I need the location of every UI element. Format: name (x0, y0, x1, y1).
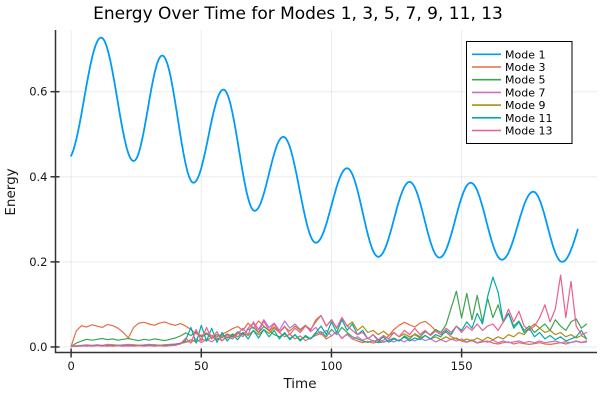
axes-layer: 0 50 100 150 0.0 0.2 0.4 0.6 (29, 30, 597, 373)
series-layer (70, 36, 588, 348)
legend-label-mode-7: Mode 7 (505, 86, 545, 99)
y-tick-label: 0.2 (29, 255, 47, 269)
legend-label-mode-3: Mode 3 (505, 61, 545, 74)
x-tick-label: 0 (67, 359, 74, 373)
x-tick-label: 100 (320, 359, 342, 373)
y-axis-label: Energy (3, 168, 19, 215)
y-tick-label: 0.6 (29, 85, 47, 99)
legend-label-mode-5: Mode 5 (505, 74, 545, 87)
chart-title: Energy Over Time for Modes 1, 3, 5, 7, 9… (93, 4, 503, 24)
series-line-mode-3 (70, 320, 588, 348)
grid-layer (55, 30, 597, 353)
legend-label-mode-13: Mode 13 (505, 125, 552, 138)
legend-label-mode-1: Mode 1 (505, 48, 545, 61)
series-line-mode-13 (70, 274, 588, 348)
x-axis-label: Time (282, 376, 316, 392)
y-tick-label: 0.0 (29, 340, 47, 354)
y-tick-label: 0.4 (29, 170, 47, 184)
legend-label-mode-11: Mode 11 (505, 112, 552, 125)
x-tick-label: 50 (194, 359, 209, 373)
series-line-mode-1 (70, 36, 579, 263)
x-tick-label: 150 (451, 359, 473, 373)
legend-label-mode-9: Mode 9 (505, 99, 545, 112)
